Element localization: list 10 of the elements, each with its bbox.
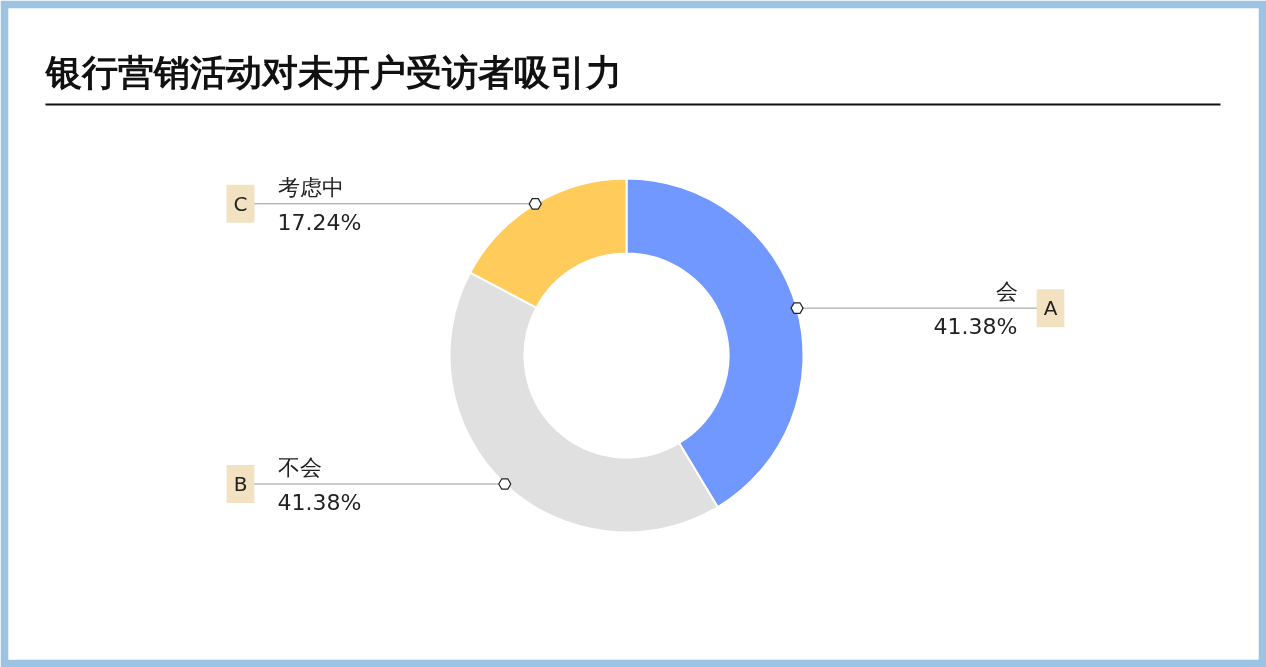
slice-label: 考虑中 [277,174,344,200]
slice-label: 会 [995,279,1018,305]
data-label: 41.38% [933,314,1018,340]
chart-title: 银行营销活动对未开户受访者吸引力 [43,52,622,93]
slice-label: 不会 [277,454,322,480]
text: A [1043,296,1058,321]
data-label: 41.38% [277,489,362,515]
data-label: 17.24% [277,209,362,235]
text: C [233,191,248,216]
text: B [233,471,248,496]
